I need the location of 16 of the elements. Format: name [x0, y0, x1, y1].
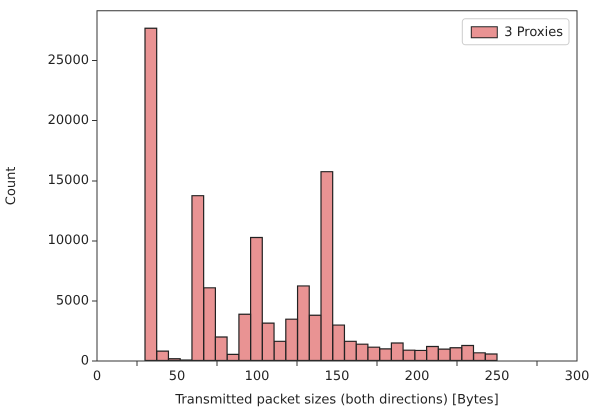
x-tick-label: 200: [404, 369, 430, 384]
x-tick-label: 300: [564, 369, 590, 384]
y-tick-label: 10000: [48, 233, 89, 248]
x-axis-title: Transmitted packet sizes (both directions) [Bytes]: [174, 392, 499, 408]
x-tick-label: 0: [92, 369, 102, 384]
y-tick-label: 20000: [48, 113, 89, 128]
y-axis-title: Count: [4, 166, 20, 206]
x-tick-label: 150: [324, 369, 350, 384]
x-tick-label: 100: [244, 369, 270, 384]
x-tick-label: 50: [168, 369, 186, 384]
y-tick-label: 25000: [48, 53, 89, 68]
y-tick-label: 5000: [56, 293, 89, 308]
y-tick-label: 15000: [48, 173, 89, 188]
legend-label: 3 Proxies: [504, 25, 564, 40]
x-tick-label: 250: [484, 369, 510, 384]
y-tick-label: 0: [80, 353, 89, 368]
